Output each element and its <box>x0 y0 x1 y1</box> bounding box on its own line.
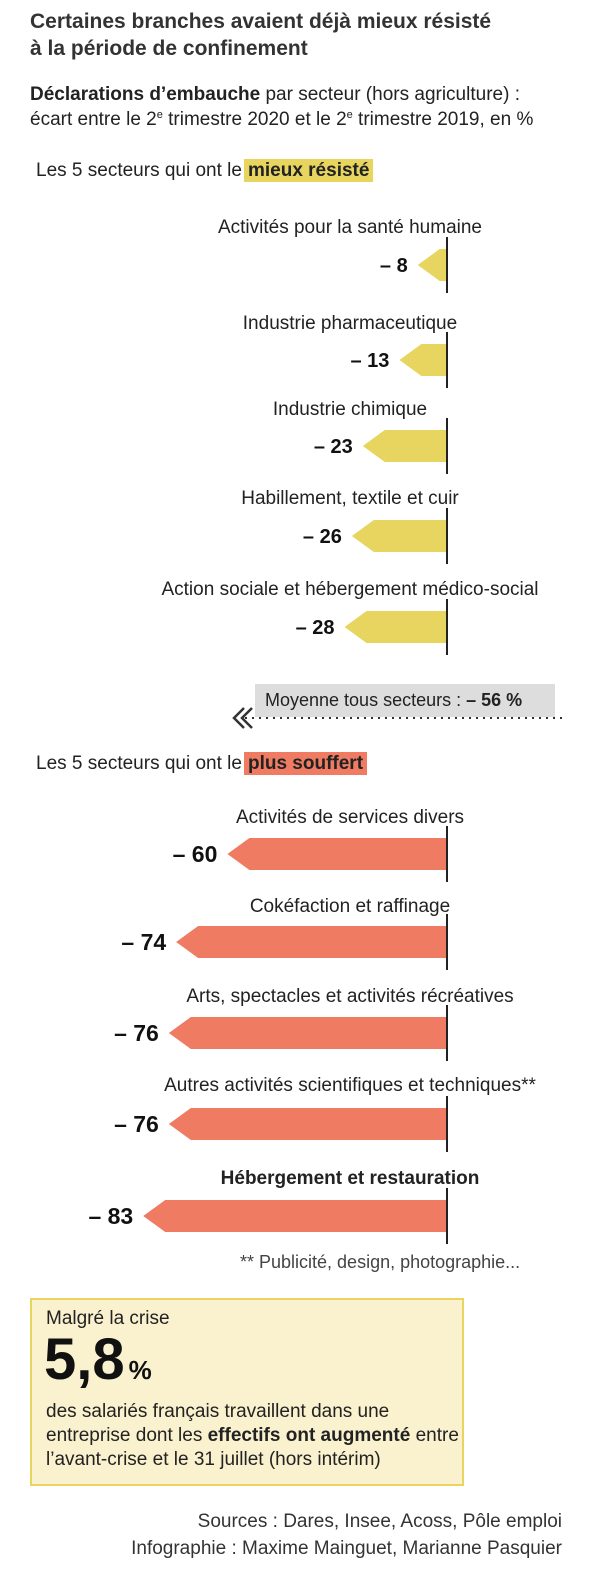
footnote: ** Publicité, design, photographie... <box>240 1252 521 1272</box>
section-worst-label: Les 5 secteurs qui ont le plus souffert <box>36 752 368 775</box>
bar <box>362 430 447 462</box>
category-label: Arts, spectacles et activités récréative… <box>186 986 513 1007</box>
value-label: – 13 <box>350 350 389 372</box>
value-label: – 83 <box>88 1203 133 1229</box>
value-label: – 26 <box>303 526 342 548</box>
bar <box>176 926 447 958</box>
bar <box>344 611 447 643</box>
average-value: – 56 % <box>466 690 523 710</box>
section-best-label: Les 5 secteurs qui ont le mieux résisté <box>36 159 374 182</box>
title-line-2: à la période de confinement <box>30 37 308 60</box>
callout-text-b: entre l’avant-crise et le 31 juillet (ho… <box>46 1425 459 1470</box>
subtitle-bold: Déclarations d’embauche <box>30 84 261 105</box>
average-box: Moyenne tous secteurs : – 56 % <box>255 684 555 717</box>
category-label: Activités de services divers <box>236 807 464 828</box>
value-label: – 76 <box>114 1020 159 1046</box>
credits-sources: Sources : Dares, Insee, Acoss, Pôle empl… <box>197 1511 562 1532</box>
bar <box>351 520 447 552</box>
subtitle-line2-a: écart entre le 2 <box>30 109 157 130</box>
chart-title: Certaines branches avaient déjà mieux ré… <box>30 8 590 62</box>
callout-box: Malgré la crise 5,8% des salariés frança… <box>30 1298 464 1486</box>
section-best-prefix: Les 5 secteurs qui ont le <box>36 160 242 181</box>
bar <box>417 249 447 281</box>
callout-text-a: des salariés français travaillent dans u… <box>46 1401 390 1446</box>
callout-figure: 5,8% <box>44 1328 152 1402</box>
category-label: Hébergement et restauration <box>221 1168 480 1189</box>
category-label: Habillement, textile et cuir <box>241 488 459 509</box>
section-worst-prefix: Les 5 secteurs qui ont le <box>36 753 242 774</box>
bar <box>168 1108 447 1140</box>
section-worst-highlight: plus souffert <box>243 752 368 775</box>
average-arrowhead-2 <box>240 707 253 729</box>
value-label: – 76 <box>114 1111 159 1137</box>
section-best-highlight: mieux résisté <box>243 159 374 182</box>
category-label: Cokéfaction et raffinage <box>250 896 450 917</box>
value-label: – 60 <box>173 841 218 867</box>
bar <box>143 1200 447 1232</box>
bar <box>227 838 447 870</box>
category-label: Industrie chimique <box>273 399 427 420</box>
bars-layer: Activités pour la santé humaine – 8 Indust… <box>88 217 539 1244</box>
callout-pre: Malgré la crise <box>46 1308 170 1329</box>
bar <box>399 344 447 376</box>
average-label: Moyenne tous secteurs : <box>265 690 467 710</box>
subtitle-sup-1: e <box>156 109 163 121</box>
subtitle-line2-b: trimestre 2020 et le 2 <box>162 109 347 130</box>
credits-infographie: Infographie : Maxime Mainguet, Marianne … <box>131 1538 562 1559</box>
value-label: – 8 <box>380 255 408 277</box>
category-label: Industrie pharmaceutique <box>243 313 457 334</box>
category-label: Action sociale et hébergement médico-soc… <box>161 579 538 600</box>
category-label: Activités pour la santé humaine <box>218 217 482 238</box>
value-label: – 23 <box>314 436 353 458</box>
value-label: – 74 <box>121 929 166 955</box>
callout-big-number: 5,8 <box>44 1327 125 1392</box>
title-line-1: Certaines branches avaient déjà mieux ré… <box>30 10 492 33</box>
callout-text: des salariés français travaillent dans u… <box>46 1400 466 1472</box>
category-label: Autres activités scientifiques et techni… <box>164 1075 536 1096</box>
subtitle-line2-c: trimestre 2019, en % <box>352 109 534 130</box>
subtitle-rest: par secteur (hors agriculture) : <box>260 84 520 105</box>
bar <box>168 1017 447 1049</box>
average-arrow <box>232 707 566 729</box>
value-label: – 28 <box>296 617 335 639</box>
average-arrowhead-1 <box>232 707 245 729</box>
chart-subtitle: Déclarations d’embauche par secteur (hor… <box>30 82 590 132</box>
callout-pct: % <box>128 1355 152 1385</box>
callout-text-bold: effectifs ont augmenté <box>207 1425 411 1446</box>
credits: Sources : Dares, Insee, Acoss, Pôle empl… <box>131 1508 562 1562</box>
subtitle-sup-2: e <box>346 109 353 121</box>
